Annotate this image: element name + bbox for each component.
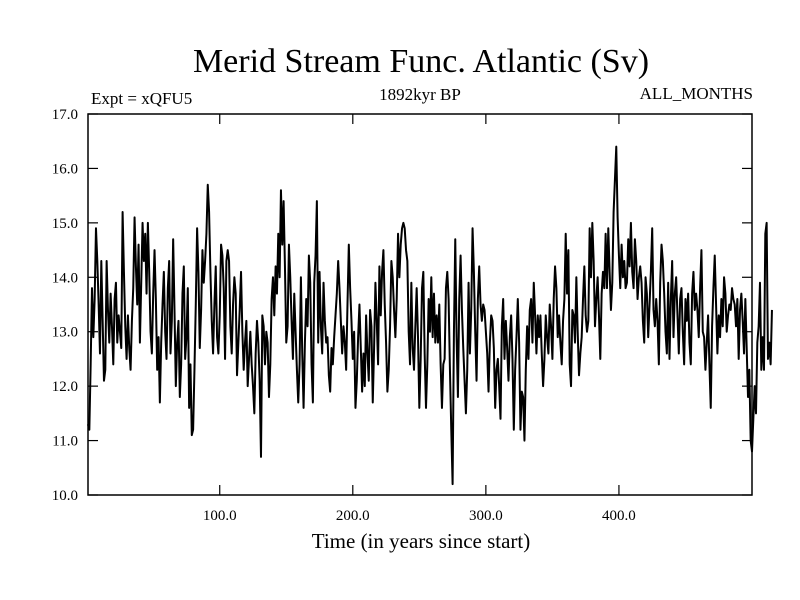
- x-tick-label: 200.0: [336, 508, 370, 524]
- y-tick-label: 10.0: [52, 488, 78, 504]
- x-tick-label: 100.0: [203, 508, 237, 524]
- experiment-label: Expt = xQFU5: [91, 89, 192, 108]
- plot-frame: [87, 113, 753, 496]
- y-tick-label: 13.0: [52, 325, 78, 341]
- y-tick-label: 15.0: [52, 216, 78, 232]
- x-tick-label: 300.0: [469, 508, 503, 524]
- x-tick-label: 400.0: [602, 508, 636, 524]
- series-line: [87, 145, 773, 486]
- months-label: ALL_MONTHS: [640, 84, 753, 103]
- x-axis-label: Time (in years since start): [312, 529, 531, 553]
- y-tick-label: 17.0: [52, 107, 78, 123]
- y-tick-label: 16.0: [52, 161, 78, 177]
- chart-title: Merid Stream Func. Atlantic (Sv): [193, 43, 649, 80]
- x-axis: 100.0 200.0 300.0 400.0: [203, 114, 636, 524]
- period-label: 1892kyr BP: [379, 85, 461, 104]
- y-tick-label: 14.0: [52, 270, 78, 286]
- y-tick-label: 11.0: [52, 434, 78, 450]
- y-tick-label: 12.0: [52, 379, 78, 395]
